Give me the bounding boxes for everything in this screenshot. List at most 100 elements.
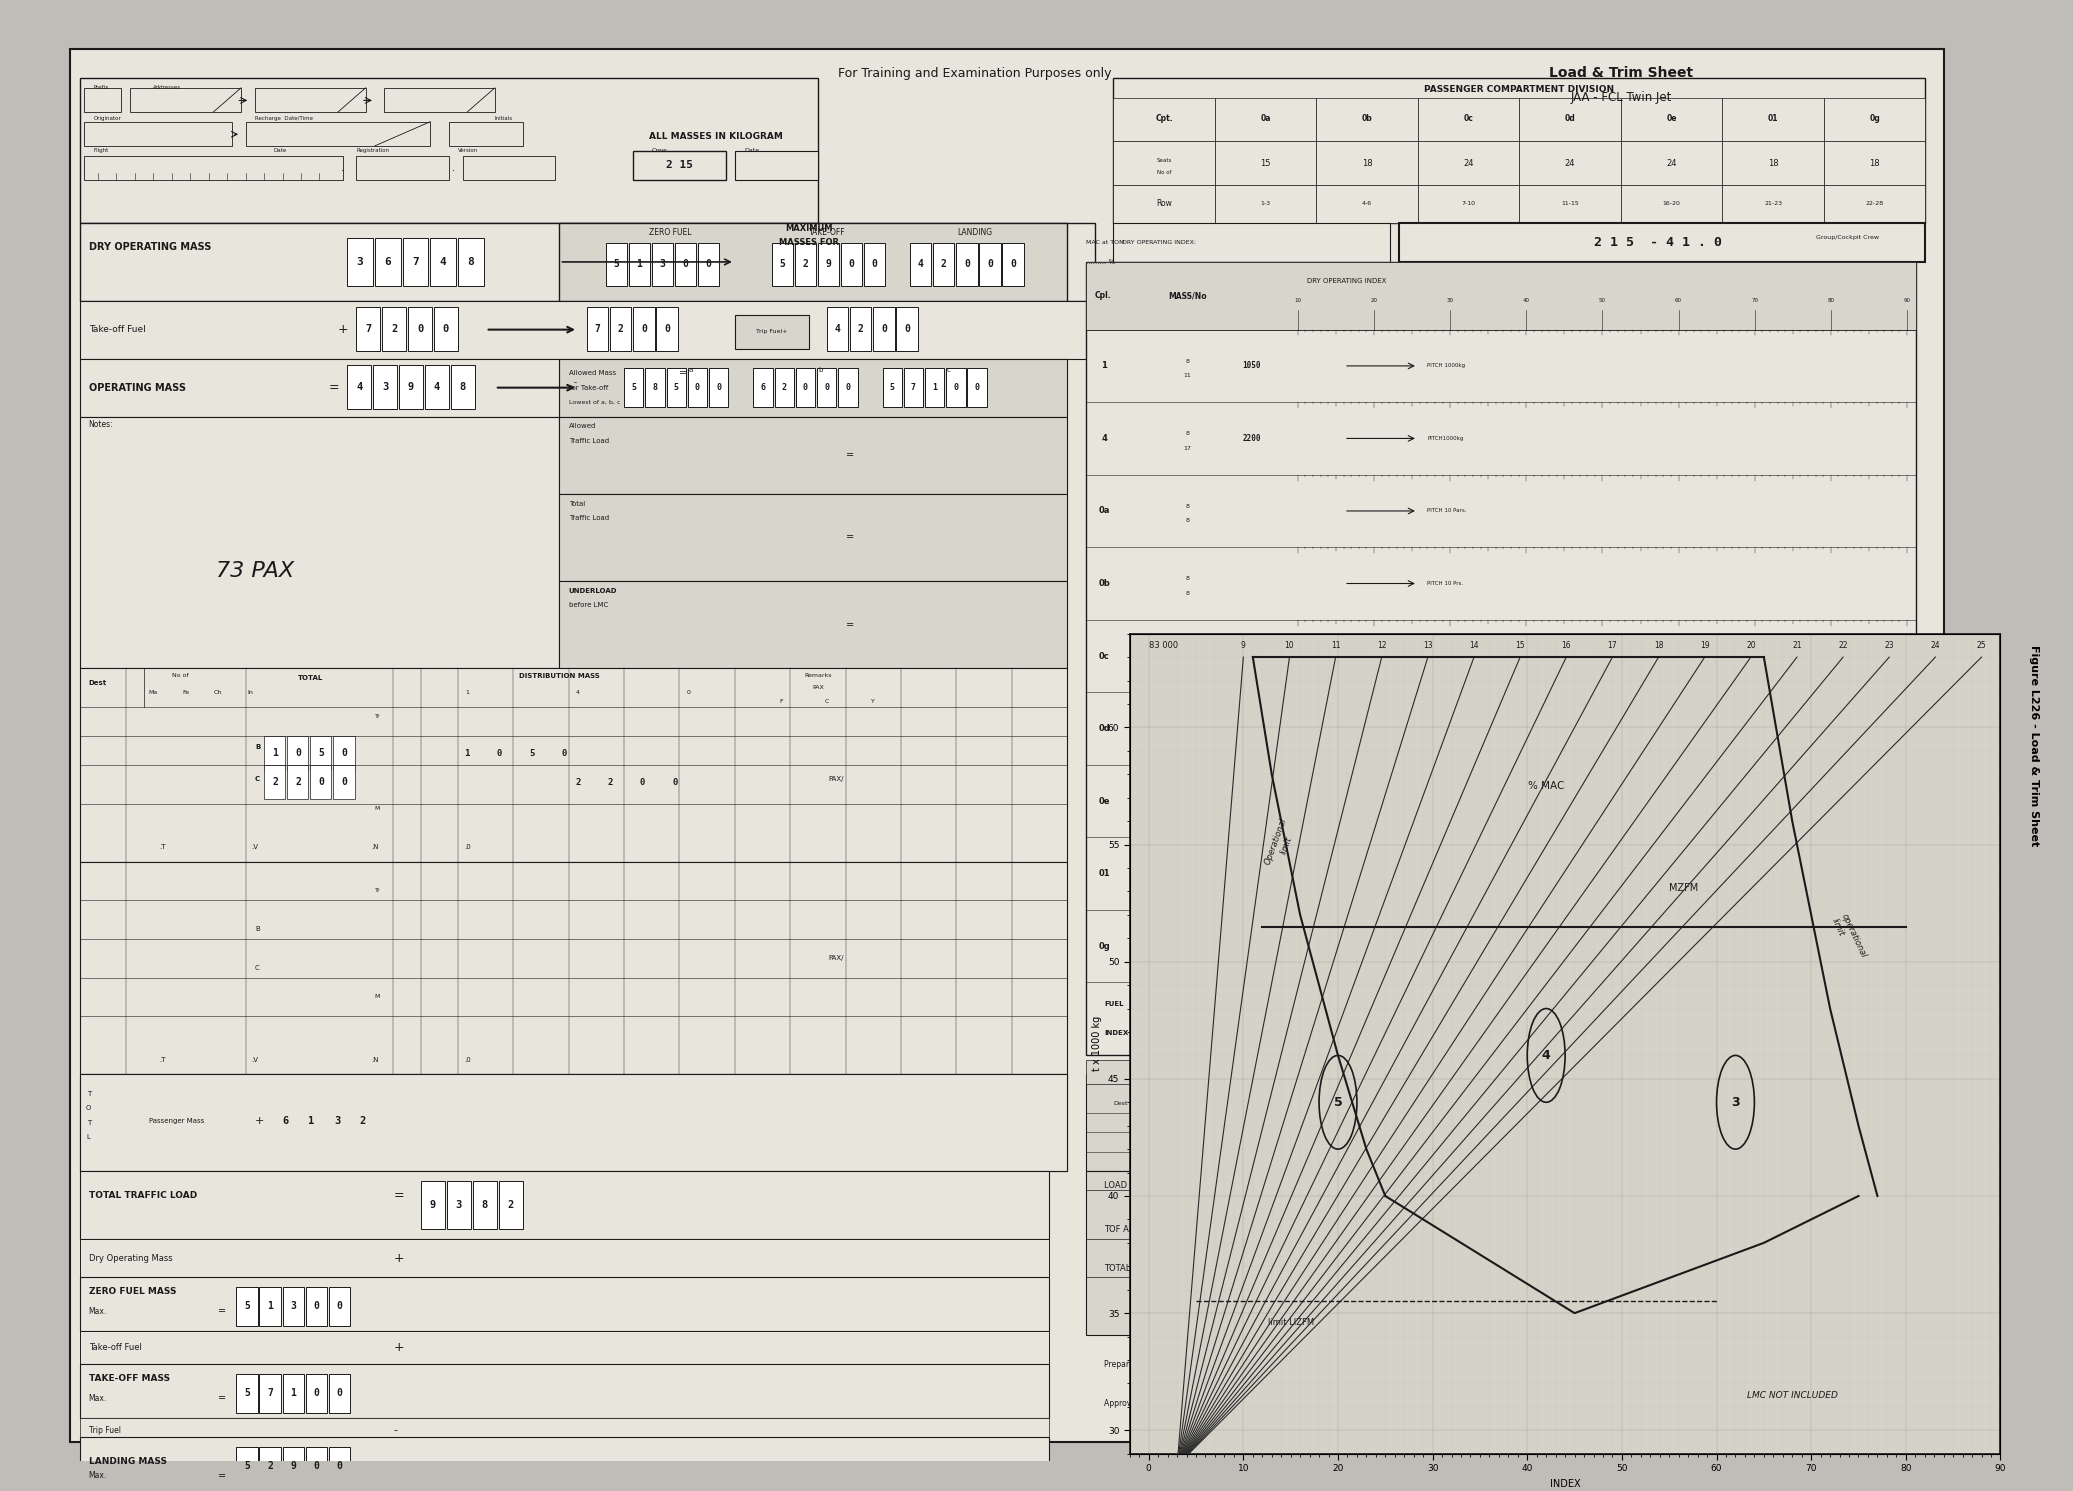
Bar [709, 368, 728, 407]
Text: 0d: 0d [1099, 725, 1109, 734]
Text: Version: Version [458, 148, 479, 154]
Bar [605, 243, 626, 286]
Text: For Training and Examination Purposes only: For Training and Examination Purposes on… [837, 67, 1111, 81]
Bar [79, 78, 819, 224]
Text: 5: 5 [529, 748, 535, 757]
Text: 4: 4 [433, 382, 439, 392]
Bar [236, 1287, 257, 1325]
Bar [560, 581, 1068, 668]
Text: DRY OPERATING INDEX:: DRY OPERATING INDEX: [1121, 240, 1196, 245]
Text: 0: 0 [663, 324, 670, 334]
Text: 1: 1 [1186, 735, 1190, 741]
Bar [330, 1446, 350, 1485]
Bar [883, 368, 902, 407]
Bar [79, 1418, 1049, 1442]
Text: +: + [338, 324, 348, 335]
Text: 9: 9 [1242, 641, 1246, 650]
Text: JAA - FCL Twin Jet: JAA - FCL Twin Jet [1569, 91, 1671, 104]
Text: Dest: Dest [89, 680, 108, 686]
Bar [458, 237, 483, 286]
Text: MASS/No: MASS/No [1169, 291, 1206, 300]
Bar [79, 359, 560, 416]
Bar [1520, 142, 1621, 185]
Text: Max.: Max. [89, 1306, 108, 1315]
Bar [450, 365, 475, 409]
Text: .: . [342, 163, 344, 173]
Text: b: b [819, 367, 823, 373]
Text: Take-off Fuel: Take-off Fuel [89, 325, 145, 334]
Text: 01: 01 [1768, 115, 1779, 124]
Bar [79, 1170, 1049, 1239]
Bar [1316, 97, 1418, 142]
Text: Trip Fuel: Trip Fuel [89, 1425, 120, 1434]
Bar [330, 1375, 350, 1413]
Text: 18: 18 [1362, 158, 1372, 168]
Bar [910, 243, 931, 286]
Text: 0g: 0g [1870, 115, 1880, 124]
Text: 8: 8 [1186, 576, 1190, 581]
Text: DISTRIBUTION MASS: DISTRIBUTION MASS [518, 672, 599, 678]
Text: 0: 0 [641, 324, 647, 334]
Bar [357, 155, 448, 180]
Bar [79, 1437, 1049, 1491]
Text: 2: 2 [858, 324, 864, 334]
Text: 2 1 5  - 4 1 . 0: 2 1 5 - 4 1 . 0 [1594, 236, 1723, 249]
Bar [375, 237, 400, 286]
Text: before LMC: before LMC [568, 602, 607, 608]
Text: Tr: Tr [375, 714, 381, 719]
Text: +: + [255, 1115, 263, 1126]
Text: 0: 0 [342, 777, 348, 787]
Text: 20: 20 [1745, 641, 1756, 650]
Bar [864, 243, 885, 286]
Text: Max.: Max. [89, 1394, 108, 1403]
Bar [945, 368, 966, 407]
Bar [263, 737, 286, 769]
Text: Seats: Seats [1157, 158, 1171, 163]
Text: 12: 12 [1184, 793, 1192, 799]
Bar [873, 307, 896, 350]
Text: =: = [846, 450, 854, 461]
Text: 11-15: 11-15 [1561, 201, 1580, 206]
Text: 2: 2 [607, 778, 614, 787]
Text: PAX/: PAX/ [829, 956, 844, 962]
Text: 4: 4 [835, 324, 842, 334]
Bar [473, 1181, 498, 1229]
Text: 0: 0 [848, 259, 854, 270]
Bar [1723, 142, 1824, 185]
Text: 1: 1 [309, 1115, 315, 1126]
Text: -: - [1362, 1009, 1364, 1018]
Bar [1824, 97, 1926, 142]
Text: Dry Operating Mass: Dry Operating Mass [89, 1254, 172, 1263]
Text: =: = [846, 620, 854, 629]
Text: 3: 3 [290, 1302, 296, 1312]
Text: 19: 19 [1700, 641, 1710, 650]
Text: TAKE-OFF: TAKE-OFF [808, 228, 846, 237]
Text: PITCH 1000kg: PITCH 1000kg [1426, 364, 1466, 368]
Text: PITCH 10 Pars.: PITCH 10 Pars. [1426, 871, 1466, 877]
Text: Ch: Ch [214, 690, 222, 695]
Text: 4: 4 [1101, 434, 1107, 443]
Bar [462, 155, 556, 180]
Text: 0a: 0a [1260, 115, 1271, 124]
Text: 0b: 0b [1099, 579, 1109, 587]
Text: 1: 1 [464, 748, 471, 757]
Text: 18: 18 [1184, 881, 1192, 886]
Bar [734, 151, 819, 180]
Text: 2: 2 [618, 324, 624, 334]
Text: Take-off Fuel: Take-off Fuel [89, 1342, 141, 1351]
Bar [1316, 142, 1418, 185]
Text: 0: 0 [562, 748, 566, 757]
Text: Addresses: Addresses [153, 85, 182, 91]
Bar [1723, 97, 1824, 142]
Text: TAKE-OFF MASS: TAKE-OFF MASS [89, 1375, 170, 1384]
Text: PAX: PAX [813, 684, 823, 690]
Text: 2: 2 [941, 259, 947, 270]
Text: 0: 0 [825, 383, 829, 392]
Text: 83 000: 83 000 [1148, 641, 1177, 650]
Bar [236, 1375, 257, 1413]
Bar [634, 307, 655, 350]
Text: 0a: 0a [1099, 507, 1109, 516]
Bar [688, 368, 707, 407]
Text: 8: 8 [468, 256, 475, 267]
Text: 0c: 0c [1464, 115, 1474, 124]
